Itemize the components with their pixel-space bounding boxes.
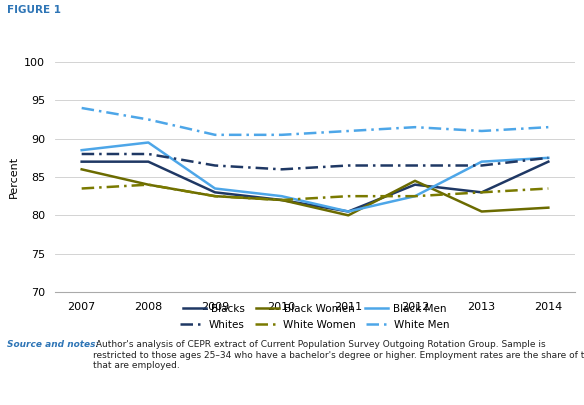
- Text: Source and notes:: Source and notes:: [7, 340, 99, 349]
- Legend: Blacks, Black Women, Black Men: Blacks, Black Women, Black Men: [183, 304, 447, 314]
- Text: Author's analysis of CEPR extract of Current Population Survey Outgoing Rotation: Author's analysis of CEPR extract of Cur…: [93, 340, 584, 370]
- Text: Employment Rate of College-Educated Young Adults, By Race, 2007–2014: Employment Rate of College-Educated Youn…: [7, 28, 466, 38]
- Text: FIGURE 1: FIGURE 1: [7, 5, 61, 15]
- Y-axis label: Percent: Percent: [9, 156, 19, 198]
- Legend: Whites, White Women, White Men: Whites, White Women, White Men: [180, 320, 450, 330]
